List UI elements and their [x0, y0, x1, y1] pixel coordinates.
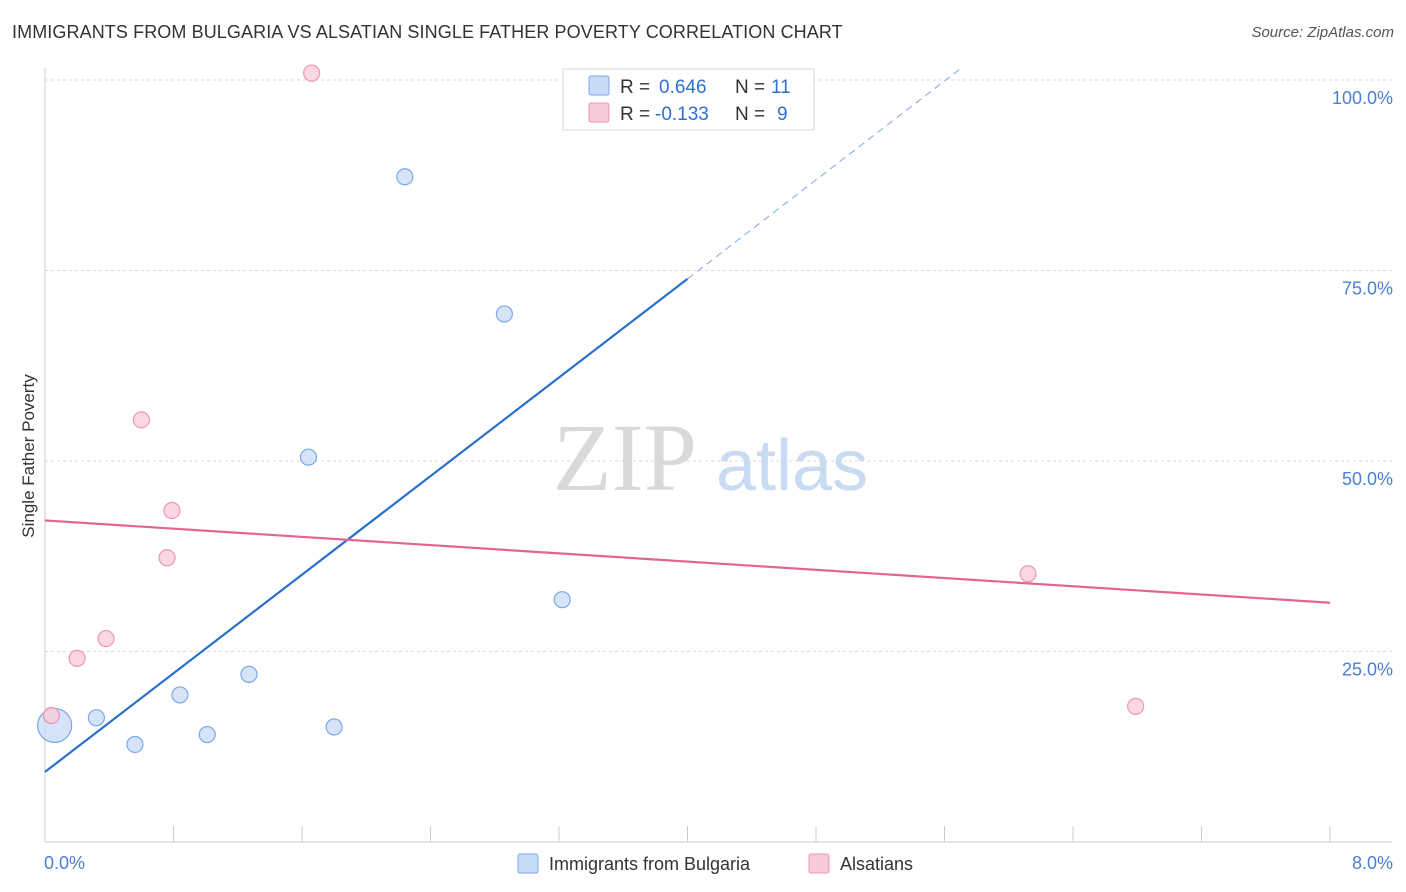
y-axis-label: Single Father Poverty [19, 374, 38, 538]
y-tick-label-50: 50.0% [1342, 469, 1393, 489]
bottom-legend-label-bulgaria: Immigrants from Bulgaria [549, 854, 751, 874]
correlation-legend: R = 0.646 N = 11 R = -0.133 N = 9 [562, 68, 815, 131]
point-alsatians-0 [42, 706, 61, 725]
trend-line-bulgaria [44, 278, 689, 773]
trend-line-alsatians [44, 519, 1331, 604]
bottom-legend-swatch-pink [808, 853, 830, 874]
source-label: Source: ZipAtlas.com [1251, 24, 1394, 41]
data-points [37, 64, 1145, 754]
legend-r-value-2: -0.133 [655, 104, 709, 125]
y-tick-labels: 25.0% 50.0% 75.0% 100.0% [1332, 88, 1393, 680]
legend-n-value-1: 11 [771, 77, 791, 98]
point-alsatians-2 [97, 629, 115, 648]
point-bulgaria-3 [171, 686, 189, 704]
watermark-atlas: atlas [716, 426, 868, 506]
bottom-legend-swatch-blue [517, 853, 539, 874]
point-alsatians-5 [163, 501, 181, 520]
point-alsatians-7 [1019, 565, 1037, 583]
series-legend: Immigrants from Bulgaria Alsatians [517, 853, 913, 874]
bottom-legend-label-alsatians: Alsatians [840, 854, 913, 874]
legend-n-label-1: N = [735, 77, 765, 98]
point-bulgaria-7 [325, 718, 343, 736]
legend-r-value-1: 0.646 [659, 77, 707, 98]
y-tick-label-25: 25.0% [1342, 660, 1393, 680]
trend-lines [44, 68, 1331, 773]
y-tick-label-75: 75.0% [1342, 279, 1393, 299]
chart-title: IMMIGRANTS FROM BULGARIA VS ALSATIAN SIN… [12, 22, 843, 42]
watermark-zip: ZIP [553, 404, 697, 511]
x-tick-label-max: 8.0% [1352, 853, 1393, 873]
x-tick-label-min: 0.0% [44, 853, 85, 873]
point-bulgaria-9 [495, 305, 513, 323]
point-alsatians-6 [303, 64, 321, 82]
legend-swatch-blue [588, 75, 610, 96]
legend-n-value-2: 9 [777, 104, 788, 125]
point-bulgaria-2 [126, 735, 144, 754]
y-tick-label-100: 100.0% [1332, 88, 1393, 108]
gridlines [45, 79, 1392, 652]
point-alsatians-8 [1127, 697, 1145, 715]
point-alsatians-1 [68, 649, 86, 667]
legend-n-label-2: N = [735, 104, 765, 125]
point-bulgaria-6 [299, 448, 318, 466]
x-ticks [44, 826, 1331, 842]
legend-r-label-2: R = [620, 104, 650, 125]
point-alsatians-4 [158, 549, 176, 567]
trend-line-bulgaria-extension [687, 68, 961, 280]
legend-swatch-pink [588, 102, 610, 123]
point-bulgaria-4 [198, 725, 216, 744]
point-alsatians-3 [132, 411, 150, 429]
point-bulgaria-10 [553, 591, 571, 609]
point-bulgaria-1 [87, 709, 106, 727]
point-bulgaria-8 [396, 168, 414, 186]
point-bulgaria-5 [240, 665, 258, 683]
legend-r-label-1: R = [620, 77, 650, 98]
